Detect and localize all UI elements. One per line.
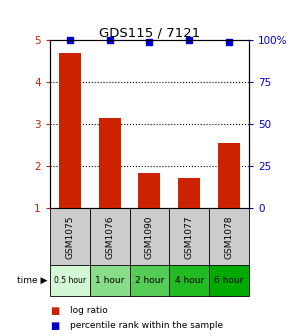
Text: time ▶: time ▶	[16, 276, 47, 285]
Bar	[218, 143, 240, 208]
Bar	[130, 265, 169, 296]
Text: log ratio: log ratio	[70, 306, 108, 315]
Text: GSM1077: GSM1077	[185, 215, 194, 259]
Bar	[130, 208, 169, 265]
Text: 0.5 hour: 0.5 hour	[54, 276, 86, 285]
Bar	[99, 118, 120, 208]
Text: GSM1075: GSM1075	[65, 215, 74, 259]
Text: 2 hour: 2 hour	[135, 276, 164, 285]
Bar	[209, 208, 249, 265]
Bar	[209, 265, 249, 296]
Text: GSM1076: GSM1076	[105, 215, 114, 259]
Text: GSM1078: GSM1078	[225, 215, 234, 259]
Bar	[169, 208, 209, 265]
Bar	[139, 173, 160, 208]
Bar	[169, 265, 209, 296]
Text: ■: ■	[50, 321, 59, 331]
Text: ■: ■	[50, 306, 59, 316]
Text: 1 hour: 1 hour	[95, 276, 124, 285]
Title: GDS115 / 7121: GDS115 / 7121	[99, 26, 200, 39]
Text: 6 hour: 6 hour	[214, 276, 244, 285]
Text: percentile rank within the sample: percentile rank within the sample	[70, 321, 224, 330]
Bar	[50, 208, 90, 265]
Bar	[59, 53, 81, 208]
Text: GSM1090: GSM1090	[145, 215, 154, 259]
Bar	[90, 208, 130, 265]
Bar	[178, 178, 200, 208]
Bar	[50, 265, 90, 296]
Text: 4 hour: 4 hour	[175, 276, 204, 285]
Bar	[90, 265, 130, 296]
